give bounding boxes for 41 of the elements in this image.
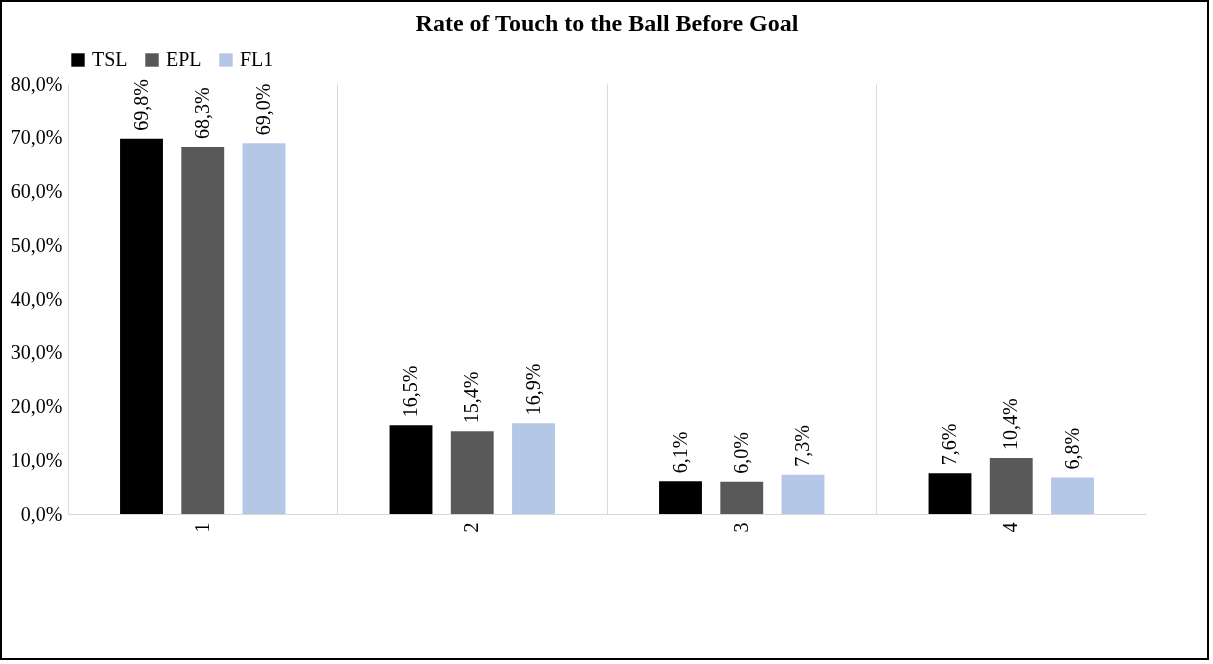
chart-title: Rate of Touch to the Ball Before Goal (415, 10, 799, 36)
y-tick-label: 50,0% (10, 233, 63, 256)
y-tick-label: 40,0% (10, 287, 63, 310)
y-tick-label: 60,0% (10, 180, 63, 202)
x-tick-label: 4 (999, 522, 1022, 533)
bar (928, 473, 972, 514)
data-label: 10,4% (999, 398, 1022, 451)
y-tick-label: 70,0% (10, 126, 63, 149)
x-tick-label: 2 (460, 522, 483, 533)
y-tick-label: 10,0% (10, 448, 63, 471)
y-tick-label: 80,0% (10, 72, 63, 95)
data-label: 6,8% (1060, 427, 1083, 470)
bar (389, 425, 433, 514)
bar (781, 474, 825, 514)
data-label: 16,9% (521, 363, 544, 416)
data-label: 16,5% (399, 365, 421, 418)
data-label: 7,6% (938, 423, 960, 466)
bar (659, 481, 702, 514)
legend-label: EPL (166, 48, 202, 70)
data-label: 6,1% (668, 431, 691, 474)
bar (450, 431, 494, 514)
y-tick-label: 20,0% (10, 395, 63, 417)
bar (512, 423, 555, 514)
data-label: 69,0% (252, 83, 274, 136)
y-tick-label: 30,0% (10, 341, 63, 364)
data-label: 15,4% (460, 371, 483, 424)
bar (720, 481, 764, 514)
bar (181, 146, 225, 514)
y-tick-label: 0,0% (20, 502, 63, 525)
x-tick-label: 3 (729, 522, 752, 533)
data-label: 69,8% (129, 79, 152, 131)
bar (242, 143, 286, 514)
data-label: 68,3% (190, 87, 213, 139)
data-label: 7,3% (791, 425, 813, 467)
legend-label: TSL (92, 48, 128, 70)
bar (120, 138, 163, 514)
bar (989, 458, 1033, 514)
legend-label: FL1 (240, 48, 274, 70)
x-tick-label: 1 (190, 522, 213, 533)
bar (1051, 477, 1094, 514)
data-label: 6,0% (729, 432, 752, 474)
